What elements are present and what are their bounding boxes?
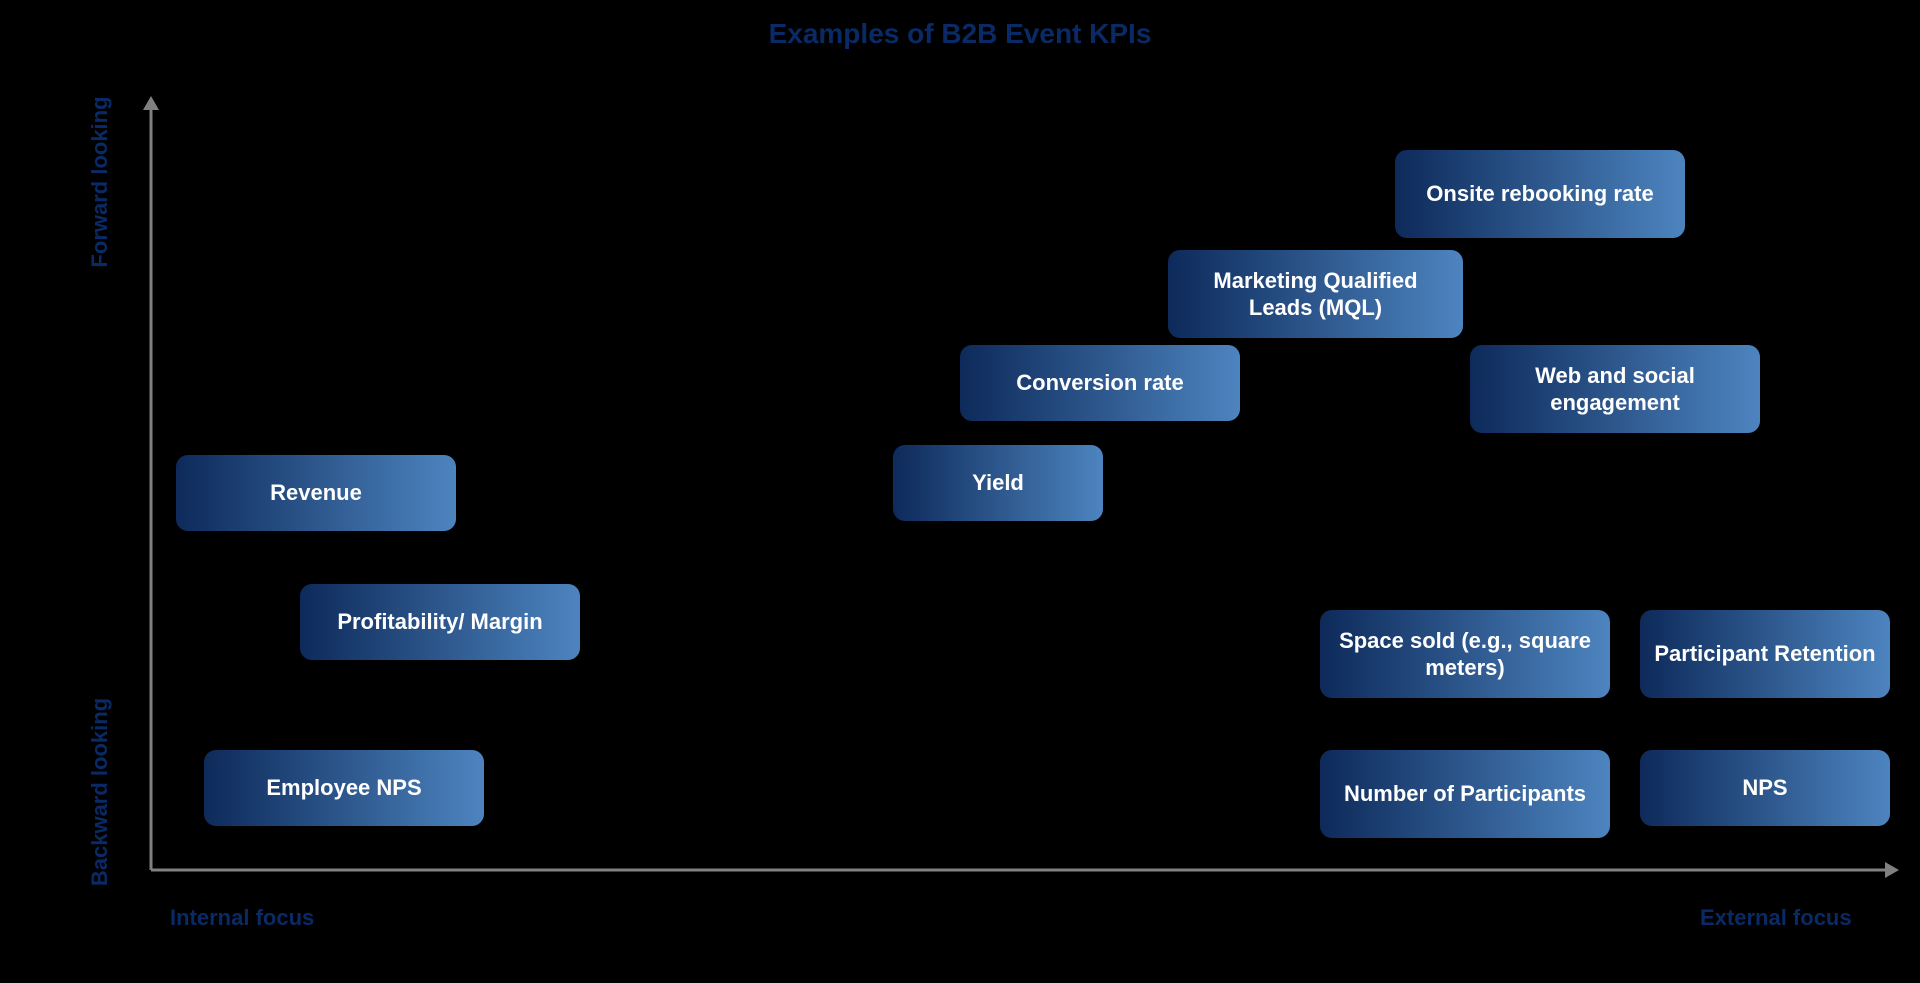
kpi-node-onsite-rebooking: Onsite rebooking rate bbox=[1395, 150, 1685, 238]
kpi-node-profitability: Profitability/ Margin bbox=[300, 584, 580, 660]
kpi-node-web-social: Web and social engagement bbox=[1470, 345, 1760, 433]
kpi-node-num-participants: Number of Participants bbox=[1320, 750, 1610, 838]
kpi-node-yield: Yield bbox=[893, 445, 1103, 521]
x-axis-label-left: Internal focus bbox=[170, 905, 314, 931]
kpi-node-nps: NPS bbox=[1640, 750, 1890, 826]
kpi-node-mql: Marketing Qualified Leads (MQL) bbox=[1168, 250, 1463, 338]
y-axis-label-top: Forward looking bbox=[87, 72, 113, 292]
kpi-node-conversion-rate: Conversion rate bbox=[960, 345, 1240, 421]
chart-title: Examples of B2B Event KPIs bbox=[0, 18, 1920, 50]
kpi-node-space-sold: Space sold (e.g., square meters) bbox=[1320, 610, 1610, 698]
kpi-node-employee-nps: Employee NPS bbox=[204, 750, 484, 826]
quadrant-diagram: Examples of B2B Event KPIs Internal focu… bbox=[0, 0, 1920, 983]
y-axis-label-bottom: Backward looking bbox=[87, 682, 113, 902]
kpi-node-revenue: Revenue bbox=[176, 455, 456, 531]
kpi-node-participant-ret: Participant Retention bbox=[1640, 610, 1890, 698]
x-axis-label-right: External focus bbox=[1700, 905, 1852, 931]
